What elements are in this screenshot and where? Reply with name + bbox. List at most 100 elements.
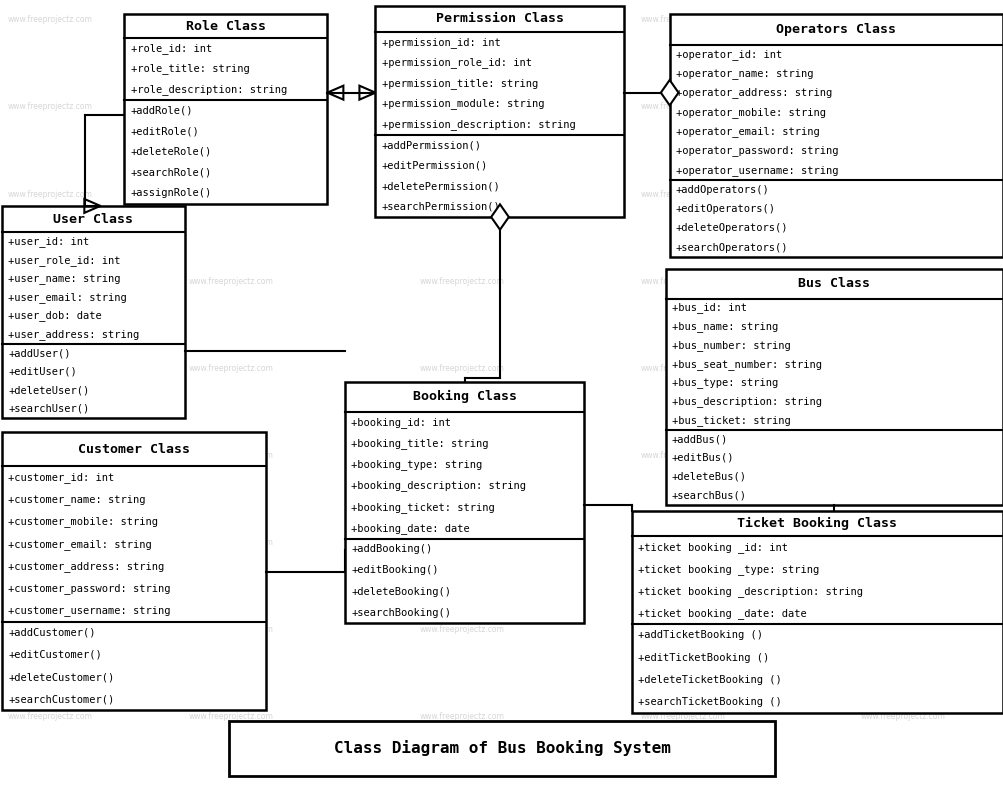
Bar	[669, 14, 1002, 257]
Text: www.freeprojectz.com: www.freeprojectz.com	[640, 625, 724, 634]
Text: www.freeprojectz.com: www.freeprojectz.com	[861, 189, 945, 199]
Text: www.freeprojectz.com: www.freeprojectz.com	[861, 538, 945, 547]
Text: +searchTicketBooking (): +searchTicketBooking ()	[637, 697, 780, 706]
Text: +ticket booking _type: string: +ticket booking _type: string	[637, 564, 818, 575]
Text: +booking_type: string: +booking_type: string	[351, 459, 482, 470]
Text: +bus_number: string: +bus_number: string	[671, 340, 789, 351]
Text: +addUser(): +addUser()	[8, 348, 70, 358]
Text: +role_id: int: +role_id: int	[130, 43, 212, 54]
Text: www.freeprojectz.com: www.freeprojectz.com	[8, 538, 92, 547]
Text: +assignRole(): +assignRole()	[130, 188, 212, 198]
Text: +role_description: string: +role_description: string	[130, 84, 287, 95]
Text: +ticket booking _date: date: +ticket booking _date: date	[637, 608, 805, 619]
Text: +deleteTicketBooking (): +deleteTicketBooking ()	[637, 675, 780, 684]
Text: www.freeprojectz.com: www.freeprojectz.com	[189, 102, 273, 112]
Text: www.freeprojectz.com: www.freeprojectz.com	[189, 538, 273, 547]
Text: www.freeprojectz.com: www.freeprojectz.com	[8, 15, 92, 25]
Text: +deleteBus(): +deleteBus()	[671, 471, 746, 482]
Text: User Class: User Class	[53, 213, 133, 226]
Text: +deletePermission(): +deletePermission()	[381, 181, 499, 191]
Bar	[631, 511, 1002, 713]
Text: +deleteCustomer(): +deleteCustomer()	[8, 672, 114, 682]
Text: Permission Class: Permission Class	[435, 12, 564, 25]
Text: +operator_id: int: +operator_id: int	[675, 49, 781, 59]
Text: +user_name: string: +user_name: string	[8, 273, 120, 284]
Text: www.freeprojectz.com: www.freeprojectz.com	[8, 712, 92, 722]
Text: +bus_id: int: +bus_id: int	[671, 303, 746, 314]
Text: Class Diagram of Bus Booking System: Class Diagram of Bus Booking System	[333, 741, 670, 756]
Text: Operators Class: Operators Class	[775, 23, 896, 36]
Text: +user_id: int: +user_id: int	[8, 236, 89, 247]
Text: +bus_seat_number: string: +bus_seat_number: string	[671, 359, 820, 370]
Text: www.freeprojectz.com: www.freeprojectz.com	[640, 189, 724, 199]
Text: www.freeprojectz.com: www.freeprojectz.com	[640, 538, 724, 547]
Text: www.freeprojectz.com: www.freeprojectz.com	[8, 451, 92, 460]
Text: www.freeprojectz.com: www.freeprojectz.com	[8, 364, 92, 373]
Text: www.freeprojectz.com: www.freeprojectz.com	[189, 451, 273, 460]
Text: +permission_title: string: +permission_title: string	[381, 78, 538, 89]
Bar	[124, 14, 327, 204]
Text: +addOperators(): +addOperators()	[675, 185, 768, 195]
Text: +addCustomer(): +addCustomer()	[8, 628, 95, 638]
Text: www.freeprojectz.com: www.freeprojectz.com	[8, 276, 92, 286]
Text: +customer_mobile: string: +customer_mobile: string	[8, 516, 157, 527]
Text: www.freeprojectz.com: www.freeprojectz.com	[189, 15, 273, 25]
Text: +booking_ticket: string: +booking_ticket: string	[351, 501, 494, 512]
Text: +bus_name: string: +bus_name: string	[671, 322, 777, 332]
Text: +operator_username: string: +operator_username: string	[675, 165, 838, 176]
Text: www.freeprojectz.com: www.freeprojectz.com	[640, 451, 724, 460]
Text: +deleteUser(): +deleteUser()	[8, 386, 89, 395]
Text: +bus_ticket: string: +bus_ticket: string	[671, 415, 789, 426]
Text: www.freeprojectz.com: www.freeprojectz.com	[189, 625, 273, 634]
Text: +addTicketBooking (): +addTicketBooking ()	[637, 630, 762, 641]
Text: www.freeprojectz.com: www.freeprojectz.com	[8, 189, 92, 199]
Text: +editUser(): +editUser()	[8, 367, 76, 377]
Text: +searchCustomer(): +searchCustomer()	[8, 695, 114, 704]
Text: www.freeprojectz.com: www.freeprojectz.com	[8, 625, 92, 634]
Text: +operator_password: string: +operator_password: string	[675, 146, 838, 157]
Text: +editPermission(): +editPermission()	[381, 161, 487, 170]
Text: +editCustomer(): +editCustomer()	[8, 650, 101, 660]
Text: www.freeprojectz.com: www.freeprojectz.com	[861, 712, 945, 722]
Text: +user_email: string: +user_email: string	[8, 292, 126, 303]
Text: +bus_type: string: +bus_type: string	[671, 378, 777, 388]
Text: +booking_title: string: +booking_title: string	[351, 438, 488, 449]
Text: www.freeprojectz.com: www.freeprojectz.com	[640, 102, 724, 112]
Text: +user_role_id: int: +user_role_id: int	[8, 255, 120, 266]
Text: +operator_email: string: +operator_email: string	[675, 126, 818, 137]
Text: www.freeprojectz.com: www.freeprojectz.com	[640, 364, 724, 373]
Text: www.freeprojectz.com: www.freeprojectz.com	[861, 625, 945, 634]
Text: www.freeprojectz.com: www.freeprojectz.com	[189, 189, 273, 199]
Text: +editOperators(): +editOperators()	[675, 204, 775, 214]
Text: www.freeprojectz.com: www.freeprojectz.com	[861, 15, 945, 25]
Text: www.freeprojectz.com: www.freeprojectz.com	[419, 451, 504, 460]
Text: www.freeprojectz.com: www.freeprojectz.com	[419, 15, 504, 25]
Text: Ticket Booking Class: Ticket Booking Class	[736, 517, 897, 530]
Text: +customer_username: string: +customer_username: string	[8, 605, 171, 616]
Text: +booking_date: date: +booking_date: date	[351, 523, 469, 534]
Text: www.freeprojectz.com: www.freeprojectz.com	[861, 364, 945, 373]
Text: www.freeprojectz.com: www.freeprojectz.com	[861, 276, 945, 286]
Text: +editBus(): +editBus()	[671, 453, 733, 463]
Text: +ticket booking _description: string: +ticket booking _description: string	[637, 586, 862, 596]
Text: +booking_id: int: +booking_id: int	[351, 417, 451, 428]
Text: +customer_name: string: +customer_name: string	[8, 494, 145, 505]
Text: www.freeprojectz.com: www.freeprojectz.com	[8, 102, 92, 112]
Text: +addBus(): +addBus()	[671, 434, 727, 444]
Text: www.freeprojectz.com: www.freeprojectz.com	[640, 712, 724, 722]
Text: www.freeprojectz.com: www.freeprojectz.com	[640, 15, 724, 25]
Text: +permission_module: string: +permission_module: string	[381, 98, 544, 109]
Text: +customer_password: string: +customer_password: string	[8, 583, 171, 594]
Bar	[229, 721, 774, 776]
Text: www.freeprojectz.com: www.freeprojectz.com	[419, 364, 504, 373]
Polygon shape	[490, 204, 509, 230]
Bar	[665, 269, 1002, 505]
Text: +booking_description: string: +booking_description: string	[351, 481, 526, 491]
Text: www.freeprojectz.com: www.freeprojectz.com	[419, 102, 504, 112]
Text: +searchBus(): +searchBus()	[671, 490, 746, 501]
Bar	[2, 432, 266, 710]
Text: +editBooking(): +editBooking()	[351, 565, 438, 576]
Text: Bus Class: Bus Class	[797, 277, 870, 291]
Text: +addPermission(): +addPermission()	[381, 140, 481, 150]
Text: +searchRole(): +searchRole()	[130, 167, 212, 177]
